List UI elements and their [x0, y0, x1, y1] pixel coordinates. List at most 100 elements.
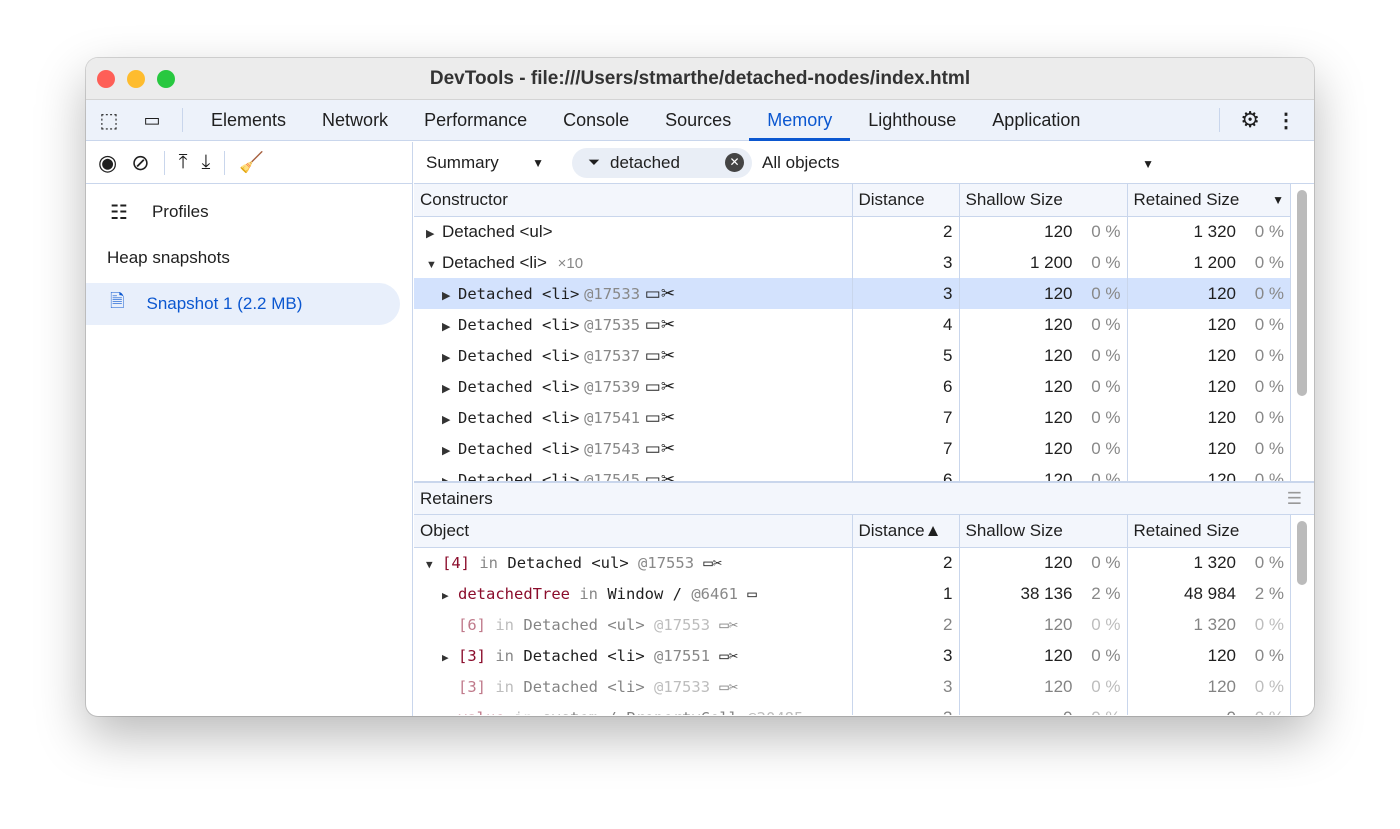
table-row[interactable]: ▶ Detached <li> @17533 ▭✂ 3 120 0 % 120 0 %: [414, 278, 1290, 309]
expand-arrow-icon[interactable]: ▶: [442, 289, 451, 302]
detached-scissors-icon: ✂: [660, 469, 676, 483]
download-icon[interactable]: ⤓: [201, 151, 211, 173]
expand-arrow-icon[interactable]: ▶: [426, 227, 435, 240]
node-icon: ▭: [644, 283, 661, 303]
objects-select[interactable]: All objects ▼: [762, 152, 1154, 172]
detached-scissors-icon: ✂: [660, 438, 676, 458]
profiles-sidebar: ◉ ⊘ ⤒ ⤓ 🧹 ☷ Profiles Heap snapshots 🗎 Sn…: [86, 142, 413, 716]
retained-size-cell: 120 0 %: [1126, 402, 1290, 433]
column-header[interactable]: Distance▲: [851, 515, 959, 548]
tab-console[interactable]: Console: [563, 109, 630, 130]
retained-size-cell: 1 320 0 %: [1126, 216, 1290, 247]
profiles-label: Profiles: [151, 202, 209, 221]
upload-icon[interactable]: ⤒: [178, 151, 188, 173]
column-header[interactable]: Object: [414, 515, 852, 548]
column-header[interactable]: Shallow Size: [958, 184, 1127, 217]
retainers-header: Retainers ☰: [414, 483, 1314, 515]
table-row[interactable]: ▶ Detached <ul> 2 120 0 % 1 320 0 %: [414, 216, 1290, 247]
table-row[interactable]: ▶ [3] in Detached <li> @17551 ▭✂ 3 120 0 % …: [414, 640, 1290, 671]
expand-arrow-icon[interactable]: ▶: [442, 650, 449, 664]
table-row[interactable]: ▼ Detached <li> ×10 3 1 200 0 % 1 200 0 %: [414, 247, 1290, 278]
column-header[interactable]: Distance: [851, 184, 959, 217]
retained-size-cell: 120 0 %: [1126, 278, 1290, 309]
close-window-button[interactable]: [97, 70, 115, 88]
inspect-element-icon[interactable]: ⬚: [99, 109, 119, 132]
tab-memory[interactable]: Memory: [749, 100, 851, 141]
table-row[interactable]: ▶ detachedTree in Window / @6461 ▭ 1 38 13…: [414, 578, 1290, 609]
column-header[interactable]: Retained Size ▼: [1126, 184, 1290, 217]
table-row[interactable]: ▶ Detached <li> @17541 ▭✂ 7 120 0 % 120 0 %: [414, 402, 1290, 433]
expand-arrow-icon[interactable]: ▶: [442, 351, 451, 364]
device-toolbar-icon[interactable]: ▭: [143, 109, 161, 130]
column-header[interactable]: Constructor: [414, 184, 852, 217]
minimize-window-button[interactable]: [127, 70, 145, 88]
expand-arrow-icon[interactable]: ▼: [426, 258, 437, 271]
shallow-size-cell: 120 0 %: [958, 278, 1127, 309]
constructor-cell: ▶ Detached <li> @17537 ▭✂: [442, 345, 676, 365]
table-row[interactable]: ▶ Detached <li> @17543 ▭✂ 7 120 0 % 120 0 %: [414, 433, 1290, 464]
shallow-size-cell: 120 0 %: [958, 640, 1127, 671]
column-header[interactable]: Shallow Size: [958, 515, 1127, 548]
tab-sources[interactable]: Sources: [665, 109, 732, 130]
retainers-scrollbar[interactable]: [1297, 521, 1307, 585]
expand-arrow-icon[interactable]: ▼: [426, 557, 433, 571]
tab-network[interactable]: Network: [322, 109, 389, 130]
settings-gear-icon[interactable]: ⚙: [1240, 107, 1260, 132]
retainers-grid: Object Distance▲ Shallow Size Retained Size…: [414, 515, 1314, 715]
more-options-icon[interactable]: ⋮: [1276, 109, 1296, 132]
tab-elements[interactable]: Elements: [211, 109, 287, 130]
object-cell: ▶ [3] in Detached <li> @17551 ▭✂: [442, 646, 739, 665]
distance-cell: 3: [851, 278, 959, 309]
expand-arrow-icon[interactable]: ▶: [442, 713, 458, 716]
panel-tabs: ⬚ ▭ Elements Network Performance Console Sou…: [86, 100, 1314, 141]
node-icon: ▭: [644, 376, 661, 396]
shallow-size-cell: 120 0 %: [958, 609, 1127, 640]
distance-cell: 7: [851, 433, 959, 464]
table-row[interactable]: ▶ Detached <li> @17535 ▭✂ 4 120 0 % 120 0 %: [414, 309, 1290, 340]
clear-filter-icon[interactable]: ✕: [725, 153, 744, 172]
expand-arrow-icon[interactable]: ▶: [442, 475, 451, 483]
tab-lighthouse[interactable]: Lighthouse: [868, 109, 957, 130]
zoom-window-button[interactable]: [157, 70, 175, 88]
view-select[interactable]: Summary ▼: [426, 152, 544, 172]
expand-arrow-icon[interactable]: ▶: [442, 320, 451, 333]
drag-handle-icon[interactable]: ☰: [1286, 488, 1302, 508]
devtools-window: DevTools - file:///Users/stmarthe/detach…: [86, 58, 1314, 716]
table-row[interactable]: ▶ Detached <li> @17537 ▭✂ 5 120 0 % 120 0 %: [414, 340, 1290, 371]
expand-arrow-icon[interactable]: ▶: [442, 588, 449, 602]
constructor-cell: ▶ Detached <li> @17535 ▭✂: [442, 314, 676, 334]
shallow-size-cell: 120 0 %: [958, 402, 1127, 433]
distance-cell: 3: [851, 702, 959, 715]
tab-application[interactable]: Application: [992, 109, 1081, 130]
distance-cell: 4: [851, 309, 959, 340]
table-row[interactable]: ▼ [4] in Detached <ul> @17553 ▭✂ 2 120 0 % …: [414, 547, 1290, 578]
tab-performance[interactable]: Performance: [424, 109, 528, 130]
column-header[interactable]: Retained Size: [1126, 515, 1290, 548]
table-row[interactable]: [6] in Detached <ul> @17553 ▭✂ 2 120 0 % 1…: [414, 609, 1290, 640]
distance-cell: 3: [851, 640, 959, 671]
record-icon[interactable]: ◉: [98, 149, 118, 175]
retained-size-cell: 48 984 2 %: [1126, 578, 1290, 609]
collect-garbage-broom-icon[interactable]: 🧹: [239, 152, 265, 174]
summary-grid: Constructor Distance Shallow Size Retained …: [414, 184, 1314, 483]
profiles-item[interactable]: ☷ Profiles: [86, 184, 412, 240]
constructor-cell: ▼ Detached <li> ×10: [426, 252, 584, 272]
table-row[interactable]: ▶ Detached <li> @17539 ▭✂ 6 120 0 % 120 0 %: [414, 371, 1290, 402]
table-row[interactable]: ▶value in system / PropertyCell @20485 3…: [414, 702, 1290, 715]
detached-scissors-icon: ✂: [660, 376, 676, 396]
summary-scrollbar[interactable]: [1297, 190, 1307, 396]
clear-icon[interactable]: ⊘: [131, 149, 150, 175]
snapshot-item[interactable]: 🗎 Snapshot 1 (2.2 MB): [86, 283, 400, 325]
sliders-icon: ☷: [110, 201, 128, 224]
distance-cell: 2: [851, 216, 959, 247]
expand-arrow-icon[interactable]: ▶: [442, 444, 451, 457]
node-icons: ▭✂: [719, 677, 739, 696]
table-row[interactable]: [3] in Detached <li> @17533 ▭✂ 3 120 0 % 1…: [414, 671, 1290, 702]
expand-arrow-icon[interactable]: ▶: [442, 413, 451, 426]
table-row[interactable]: ▶ Detached <li> @17545 ▭✂ 6 120 0 % 120 0 %: [414, 464, 1290, 483]
retained-size-cell: 1 320 0 %: [1126, 547, 1290, 578]
class-filter-input[interactable]: ⏷ detached ✕: [572, 147, 752, 178]
retained-size-cell: 00 %: [1126, 702, 1290, 715]
expand-arrow-icon[interactable]: ▶: [442, 382, 451, 395]
retained-size-cell: 1 320 0 %: [1126, 609, 1290, 640]
